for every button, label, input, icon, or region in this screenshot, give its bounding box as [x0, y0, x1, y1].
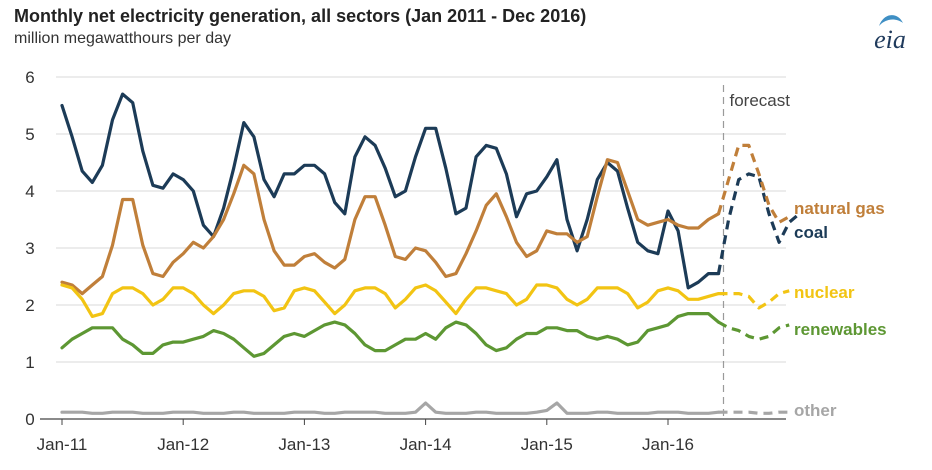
series-forecast-renewables: [717, 320, 790, 341]
x-tick-label: Jan-13: [278, 435, 330, 454]
y-tick-label: 4: [25, 182, 34, 201]
chart-subtitle: million megawatthours per day: [14, 30, 231, 47]
y-tick-label: 3: [25, 239, 34, 258]
x-tick-label: Jan-14: [400, 435, 452, 454]
chart-title: Monthly net electricity generation, all …: [14, 6, 587, 26]
series-forecast-other: [718, 410, 790, 415]
forecast-marker: forecast: [722, 85, 791, 419]
eia-logo-icon: eia: [866, 10, 914, 54]
y-axis-ticks: 0 1 2 3 4 5 6: [25, 68, 34, 429]
x-tick-label: Jan-15: [521, 435, 573, 454]
forecast-label: forecast: [730, 91, 791, 110]
x-tick-label: Jan-16: [642, 435, 694, 454]
eia-logo-leaf-icon: [879, 15, 903, 26]
series-labels: coal natural gas nuclear renewables other: [794, 199, 887, 420]
series-forecast-coal: [716, 172, 801, 274]
series-line-natural-gas: [60, 158, 721, 296]
x-tick-label: Jan-11: [37, 435, 88, 454]
x-axis: Jan-11 Jan-12 Jan-13 Jan-14 Jan-15 Jan-16: [37, 418, 786, 454]
series-label-other: other: [794, 401, 837, 420]
series-forecast-nuclear: [718, 289, 790, 310]
series-line-other: [60, 401, 721, 415]
series-label-coal: coal: [794, 223, 828, 242]
series-forecast-natural-gas: [716, 143, 790, 224]
series-line-coal: [60, 92, 721, 290]
series-lines: [60, 92, 801, 415]
series-line-renewables: [60, 312, 721, 358]
series-line-nuclear: [60, 283, 721, 318]
series-label-nuclear: nuclear: [794, 283, 855, 302]
series-label-natural-gas: natural gas: [794, 199, 885, 218]
series-label-renewables: renewables: [794, 320, 887, 339]
eia-logo-text: eia: [874, 25, 906, 54]
x-tick-label: Jan-12: [157, 435, 209, 454]
y-tick-label: 5: [25, 125, 34, 144]
y-tick-label: 1: [25, 353, 34, 372]
y-tick-label: 2: [25, 296, 34, 315]
grid-lines: [56, 76, 786, 363]
y-tick-label: 0: [25, 410, 34, 429]
y-tick-label: 6: [25, 68, 34, 87]
